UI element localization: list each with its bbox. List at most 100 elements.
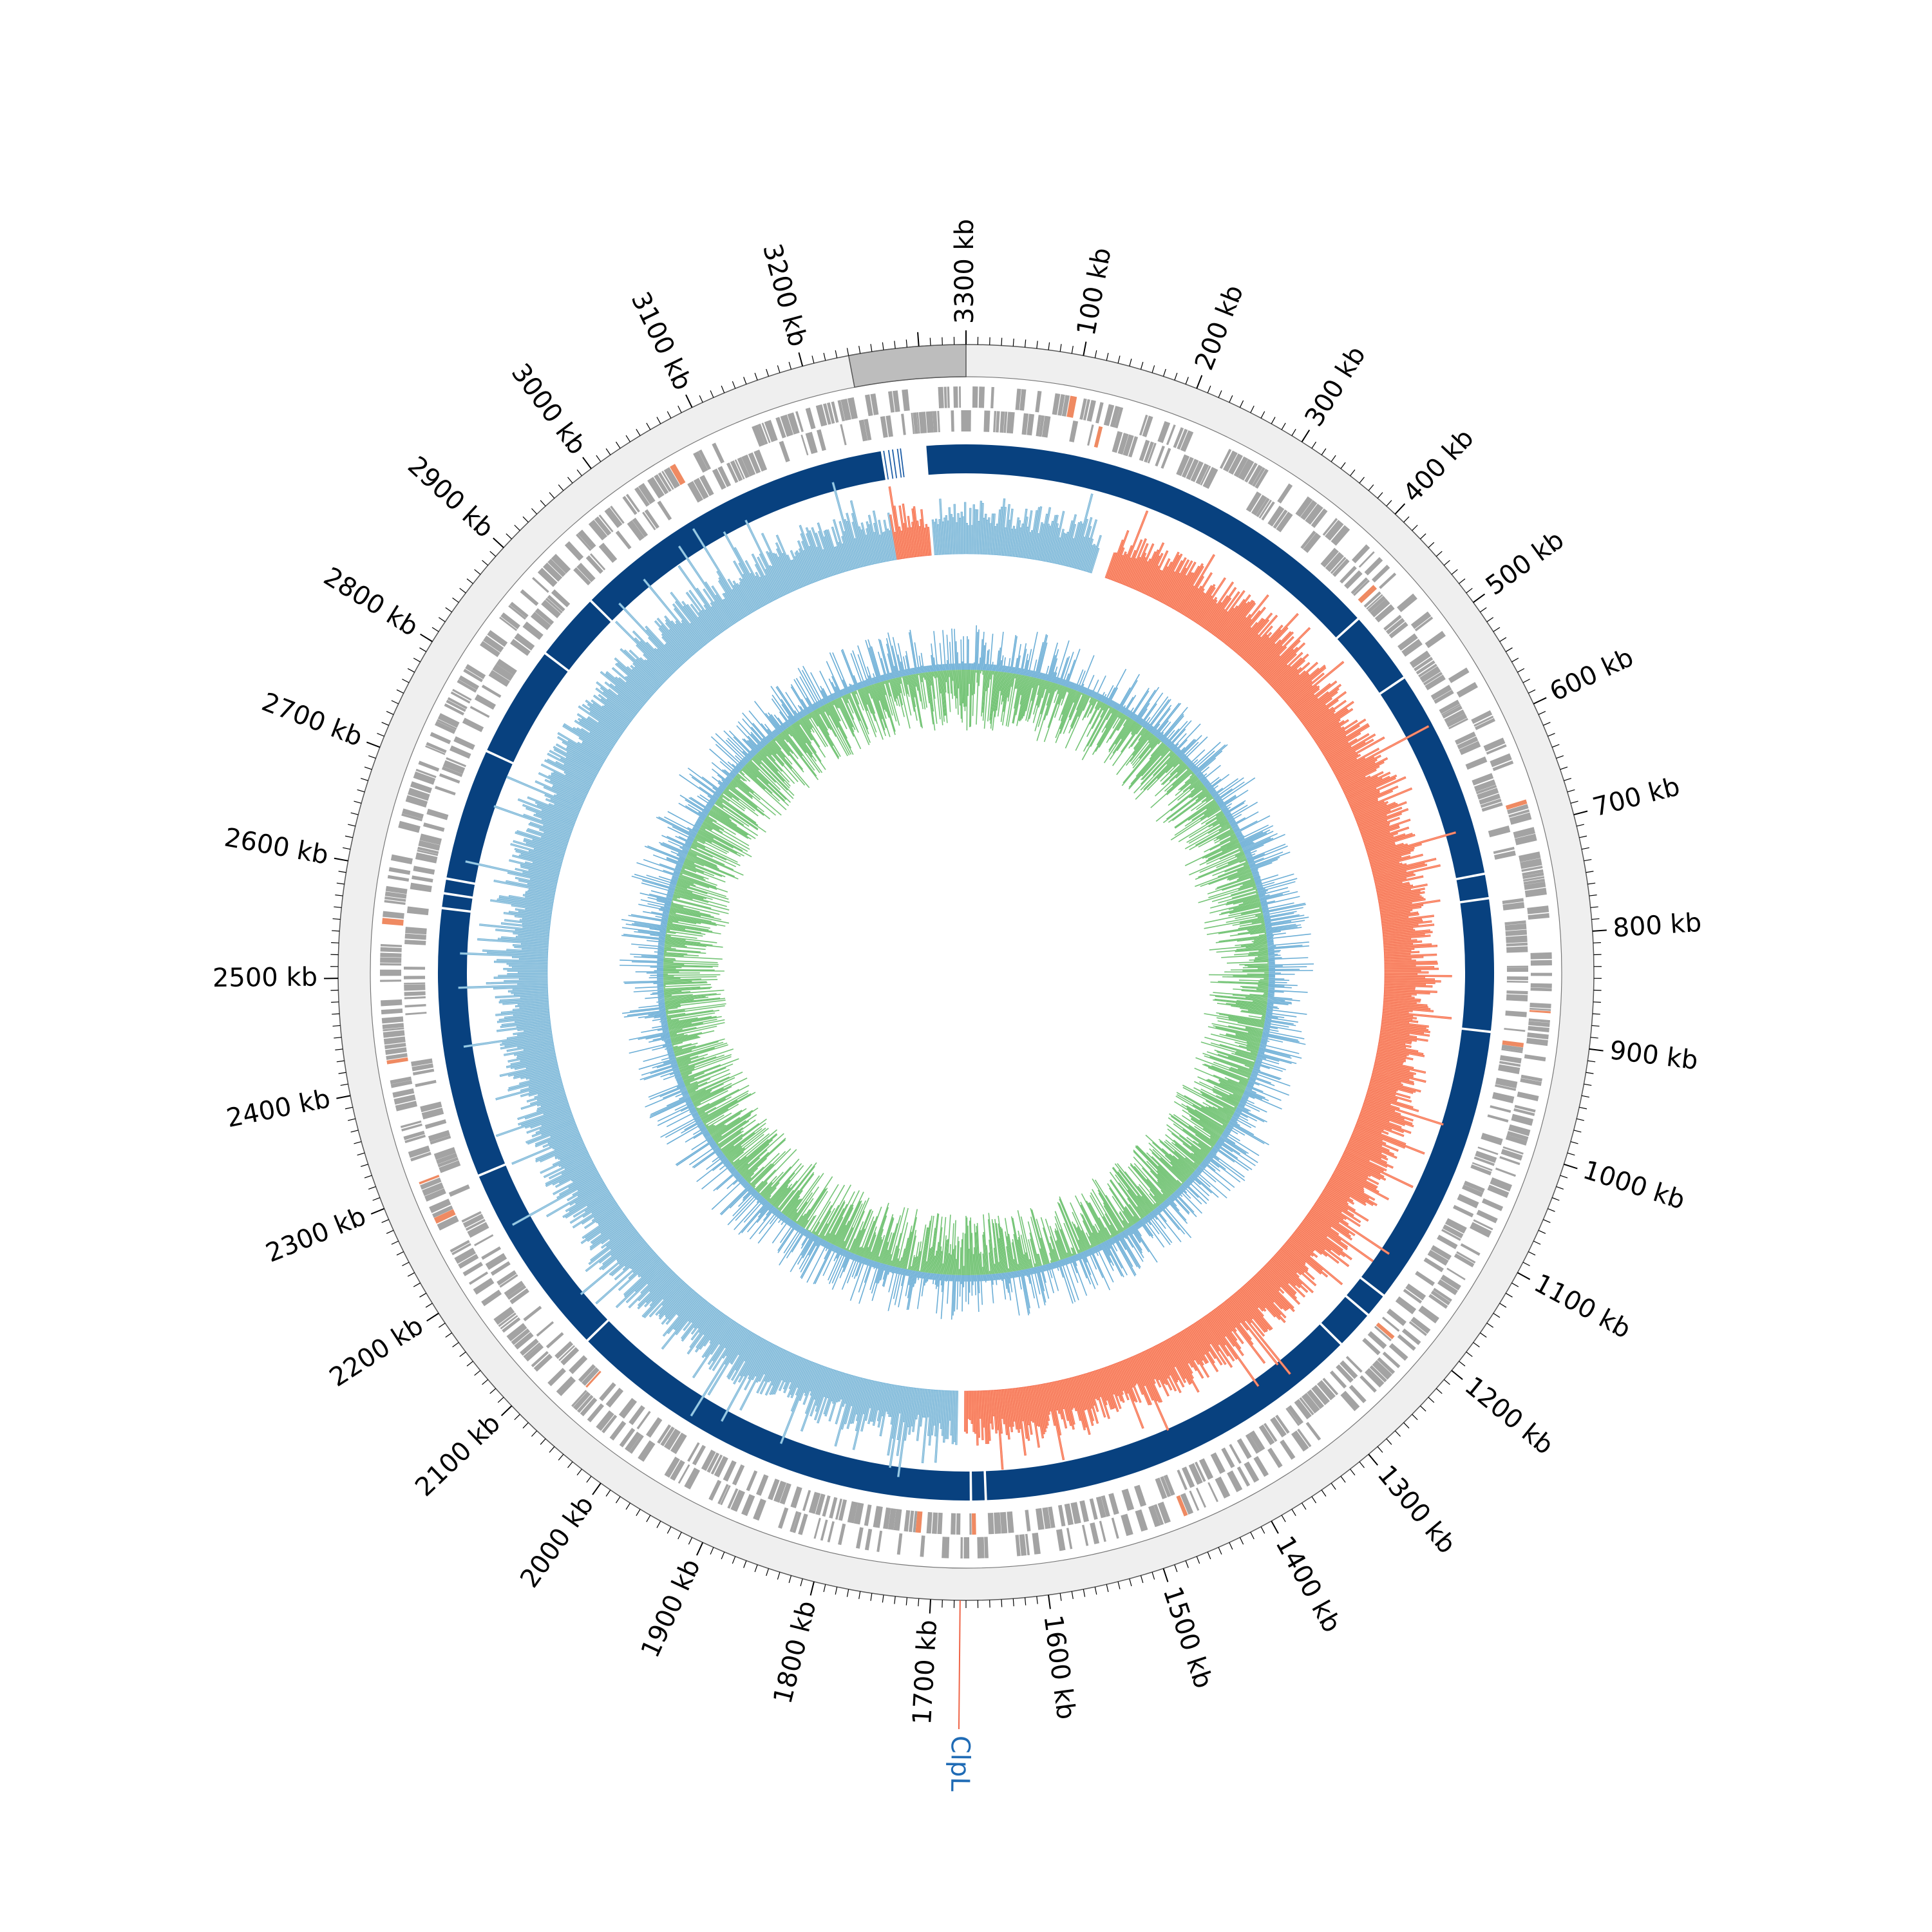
gc-content-bar <box>1008 1233 1016 1271</box>
minor-tick <box>1435 1388 1443 1394</box>
gc-content-bar <box>754 1193 760 1198</box>
gc-content-bar <box>1164 1141 1197 1170</box>
gc-content-bar <box>1260 1040 1267 1043</box>
minor-tick <box>335 895 343 896</box>
gc-content-bar <box>1118 1170 1152 1213</box>
gc-content-bar <box>1222 1106 1235 1114</box>
gc-content-bar <box>1184 804 1218 827</box>
gc-content-bar <box>727 1164 734 1170</box>
minor-tick <box>777 1571 781 1580</box>
gene-feature <box>385 1047 407 1055</box>
gc-content-bar <box>1137 1221 1142 1228</box>
minor-tick <box>1579 835 1587 838</box>
gc-content-bar <box>1253 1065 1260 1069</box>
gc-content-bar <box>1223 1130 1240 1142</box>
gc-content-bar <box>1132 737 1158 769</box>
gc-content-bar <box>931 1273 933 1280</box>
gc-content-bar <box>1245 853 1256 858</box>
minor-tick <box>1001 337 1003 346</box>
gc-content-bar <box>1210 1033 1260 1047</box>
gc-content-bar <box>1048 649 1059 682</box>
gene-feature <box>1228 453 1243 475</box>
gc-content-bar <box>759 1209 779 1235</box>
gc-content-bar <box>1248 1080 1260 1086</box>
gc-content-bar <box>832 1190 860 1245</box>
gc-content-bar <box>1230 1066 1251 1075</box>
gc-content-bar <box>1101 694 1107 703</box>
gc-content-bar <box>913 1242 920 1271</box>
gc-content-bar <box>1124 709 1129 715</box>
gene-feature <box>805 407 816 430</box>
gc-content-bar <box>1200 1107 1229 1124</box>
gc-content-bar <box>1192 1104 1228 1126</box>
gene-feature <box>1410 611 1432 629</box>
gc-content-bar <box>1045 1218 1060 1261</box>
gc-content-bar <box>1097 701 1103 710</box>
gc-content-bar <box>1244 844 1264 854</box>
gc-content-bar <box>1025 677 1037 721</box>
minor-tick <box>1499 637 1507 642</box>
gene-feature <box>609 1421 627 1441</box>
gc-content-bar <box>719 1161 730 1171</box>
gene-feature <box>708 1479 722 1501</box>
gc-content-bar <box>1264 1023 1271 1026</box>
gene-feature <box>663 1428 681 1450</box>
gc-content-bar <box>1228 1122 1265 1144</box>
gc-content-bar <box>736 1139 773 1171</box>
gc-content-bar <box>840 1240 845 1249</box>
gene-feature <box>779 1482 791 1505</box>
gc-content-bar <box>934 1242 940 1274</box>
gene-feature <box>1244 462 1258 483</box>
gc-content-bar <box>1236 834 1244 838</box>
gene-feature <box>454 1247 477 1264</box>
gc-content-bar <box>800 1238 822 1278</box>
gc-content-bar <box>1268 956 1275 958</box>
gc-content-bar <box>734 1172 740 1178</box>
gene-feature <box>465 664 486 679</box>
gc-content-bar <box>1101 1242 1114 1266</box>
gc-content-bar <box>1096 1245 1101 1252</box>
gc-content-bar <box>1012 1271 1020 1316</box>
minor-tick <box>466 1361 473 1367</box>
gene-feature <box>873 1506 883 1528</box>
gc-content-bar <box>846 1197 870 1251</box>
gc-content-bar <box>1018 1236 1026 1270</box>
gc-content-bar <box>1213 1146 1249 1171</box>
gc-content-bar <box>1196 772 1202 777</box>
minor-tick <box>1048 342 1050 350</box>
gene-feature <box>1520 1074 1542 1082</box>
gc-content-bar <box>1202 1102 1232 1119</box>
gc-content-bar <box>986 650 989 671</box>
gc-content-bar <box>1239 963 1269 965</box>
gc-content-bar <box>1187 1178 1193 1184</box>
gc-content-bar <box>1130 1162 1164 1202</box>
gc-content-bar <box>1171 1194 1189 1215</box>
gc-content-bar <box>676 1140 715 1166</box>
gc-content-bar <box>822 1245 838 1276</box>
gc-content-bar <box>1153 1209 1159 1215</box>
gc-content-bar <box>1179 1186 1191 1199</box>
tick-label: 2800 kb <box>318 562 423 642</box>
gc-content-bar <box>1251 1073 1258 1077</box>
gc-content-bar <box>1219 1044 1258 1056</box>
gene-feature <box>1453 1204 1474 1218</box>
gc-content-bar <box>881 1242 889 1264</box>
minor-tick <box>1517 668 1525 673</box>
gc-content-bar <box>1131 723 1138 732</box>
gc-content-bar <box>1170 761 1184 775</box>
gc-content-bar <box>1201 794 1212 802</box>
gc-content-bar <box>1200 1041 1256 1059</box>
gc-content-bar <box>717 1152 723 1157</box>
gene-feature <box>1475 1150 1497 1163</box>
gc-content-bar <box>1217 1051 1255 1065</box>
tick-label: 700 kb <box>1589 772 1683 822</box>
gene-feature <box>1457 736 1479 750</box>
gc-content-bar <box>1164 1200 1170 1207</box>
gc-content-bar <box>735 1193 761 1221</box>
gc-content-bar <box>1073 1255 1077 1262</box>
gene-feature <box>1530 952 1552 960</box>
gc-content-bar <box>1184 839 1238 866</box>
gc-content-bar <box>1208 843 1240 860</box>
gene-feature <box>1524 887 1547 898</box>
gc-content-bar <box>1229 1119 1240 1126</box>
